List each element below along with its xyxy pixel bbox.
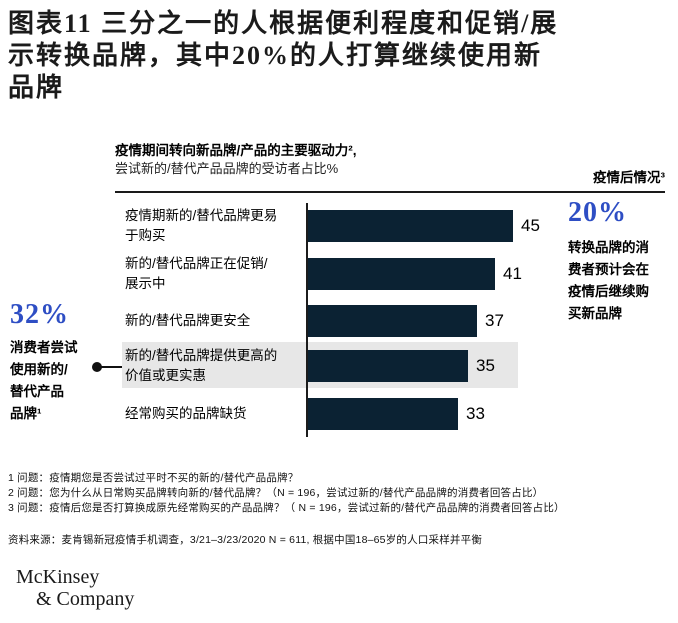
chart-title: 疫情期间转向新品牌/产品的主要驱动力², bbox=[115, 143, 357, 158]
bar-label: 新的/替代品牌更安全 bbox=[125, 313, 251, 328]
chart-axis bbox=[306, 203, 308, 437]
footnotes: 1 问题：疫情期您是否尝试过平时不买的新的/替代产品品牌？ 2 问题：您为什么从… bbox=[8, 471, 668, 517]
bar-label: 新的/替代品牌提供更高的价值或更实惠 bbox=[125, 348, 278, 383]
page-title: 图表11 三分之一的人根据便利程度和促销/展 示转换品牌，其中20%的人打算继续… bbox=[8, 9, 559, 102]
bar-row: 经常购买的品牌缺货 33 bbox=[125, 394, 555, 434]
bar-label: 经常购买的品牌缺货 bbox=[125, 406, 247, 421]
bar-value: 45 bbox=[521, 216, 540, 235]
bar bbox=[308, 305, 477, 337]
bar-value: 35 bbox=[476, 356, 495, 375]
bar-value: 37 bbox=[485, 311, 504, 330]
bar bbox=[308, 258, 495, 290]
header-divider bbox=[115, 191, 665, 193]
bar-label: 新的/替代品牌正在促销/展示中 bbox=[125, 256, 268, 291]
left-callout-value: 32% bbox=[10, 299, 69, 330]
footnote-3: 3 问题：疫情后您是否打算换成原先经常购买的产品品牌？（ N = 196，尝试过… bbox=[8, 502, 565, 515]
bar bbox=[308, 398, 458, 430]
bar-value: 41 bbox=[503, 264, 522, 283]
bar-value: 33 bbox=[466, 404, 485, 423]
footnote-1: 1 问题：疫情期您是否尝试过平时不买的新的/替代产品品牌？ bbox=[8, 472, 299, 484]
bar-row: 新的/替代品牌更安全 37 bbox=[125, 301, 555, 341]
left-callout: 32% 消费者尝试 使用新的/ 替代产品 品牌¹ bbox=[10, 299, 110, 425]
bar bbox=[308, 350, 468, 382]
logo-line1: McKinsey bbox=[16, 566, 100, 588]
logo-line2: & Company bbox=[36, 588, 135, 610]
callout-connector-line bbox=[97, 366, 135, 368]
chart-header: 疫情期间转向新品牌/产品的主要驱动力², 尝试新的/替代产品品牌的受访者占比% bbox=[115, 142, 545, 178]
right-panel-value: 20% bbox=[568, 197, 627, 228]
left-callout-text: 消费者尝试 使用新的/ 替代产品 品牌¹ bbox=[10, 340, 78, 421]
post-pandemic-header: 疫情后情况³ bbox=[593, 170, 665, 185]
chart-subtitle: 尝试新的/替代产品品牌的受访者占比% bbox=[115, 161, 339, 176]
bar-row: 新的/替代品牌正在促销/展示中 41 bbox=[125, 254, 555, 294]
bar-row: 新的/替代品牌提供更高的价值或更实惠 35 bbox=[125, 346, 555, 386]
footnote-2: 2 问题：您为什么从日常购买品牌转向新的/替代品牌？（N = 196，尝试过新的… bbox=[8, 487, 544, 500]
callout-connector-dot bbox=[92, 362, 102, 372]
bar bbox=[308, 210, 513, 242]
bar-row: 疫情期新的/替代品牌更易于购买 45 bbox=[125, 206, 555, 246]
right-panel-text: 转换品牌的消 费者预计会在 疫情后继续购 买新品牌 bbox=[568, 240, 649, 321]
mckinsey-logo: McKinsey & Company bbox=[16, 566, 134, 610]
source-line: 资料来源：麦肯锡新冠疫情手机调查，3/21–3/23/2020 N = 611,… bbox=[8, 534, 483, 546]
bar-label: 疫情期新的/替代品牌更易于购买 bbox=[125, 208, 278, 243]
right-panel: 20% 转换品牌的消 费者预计会在 疫情后继续购 买新品牌 bbox=[568, 197, 668, 325]
